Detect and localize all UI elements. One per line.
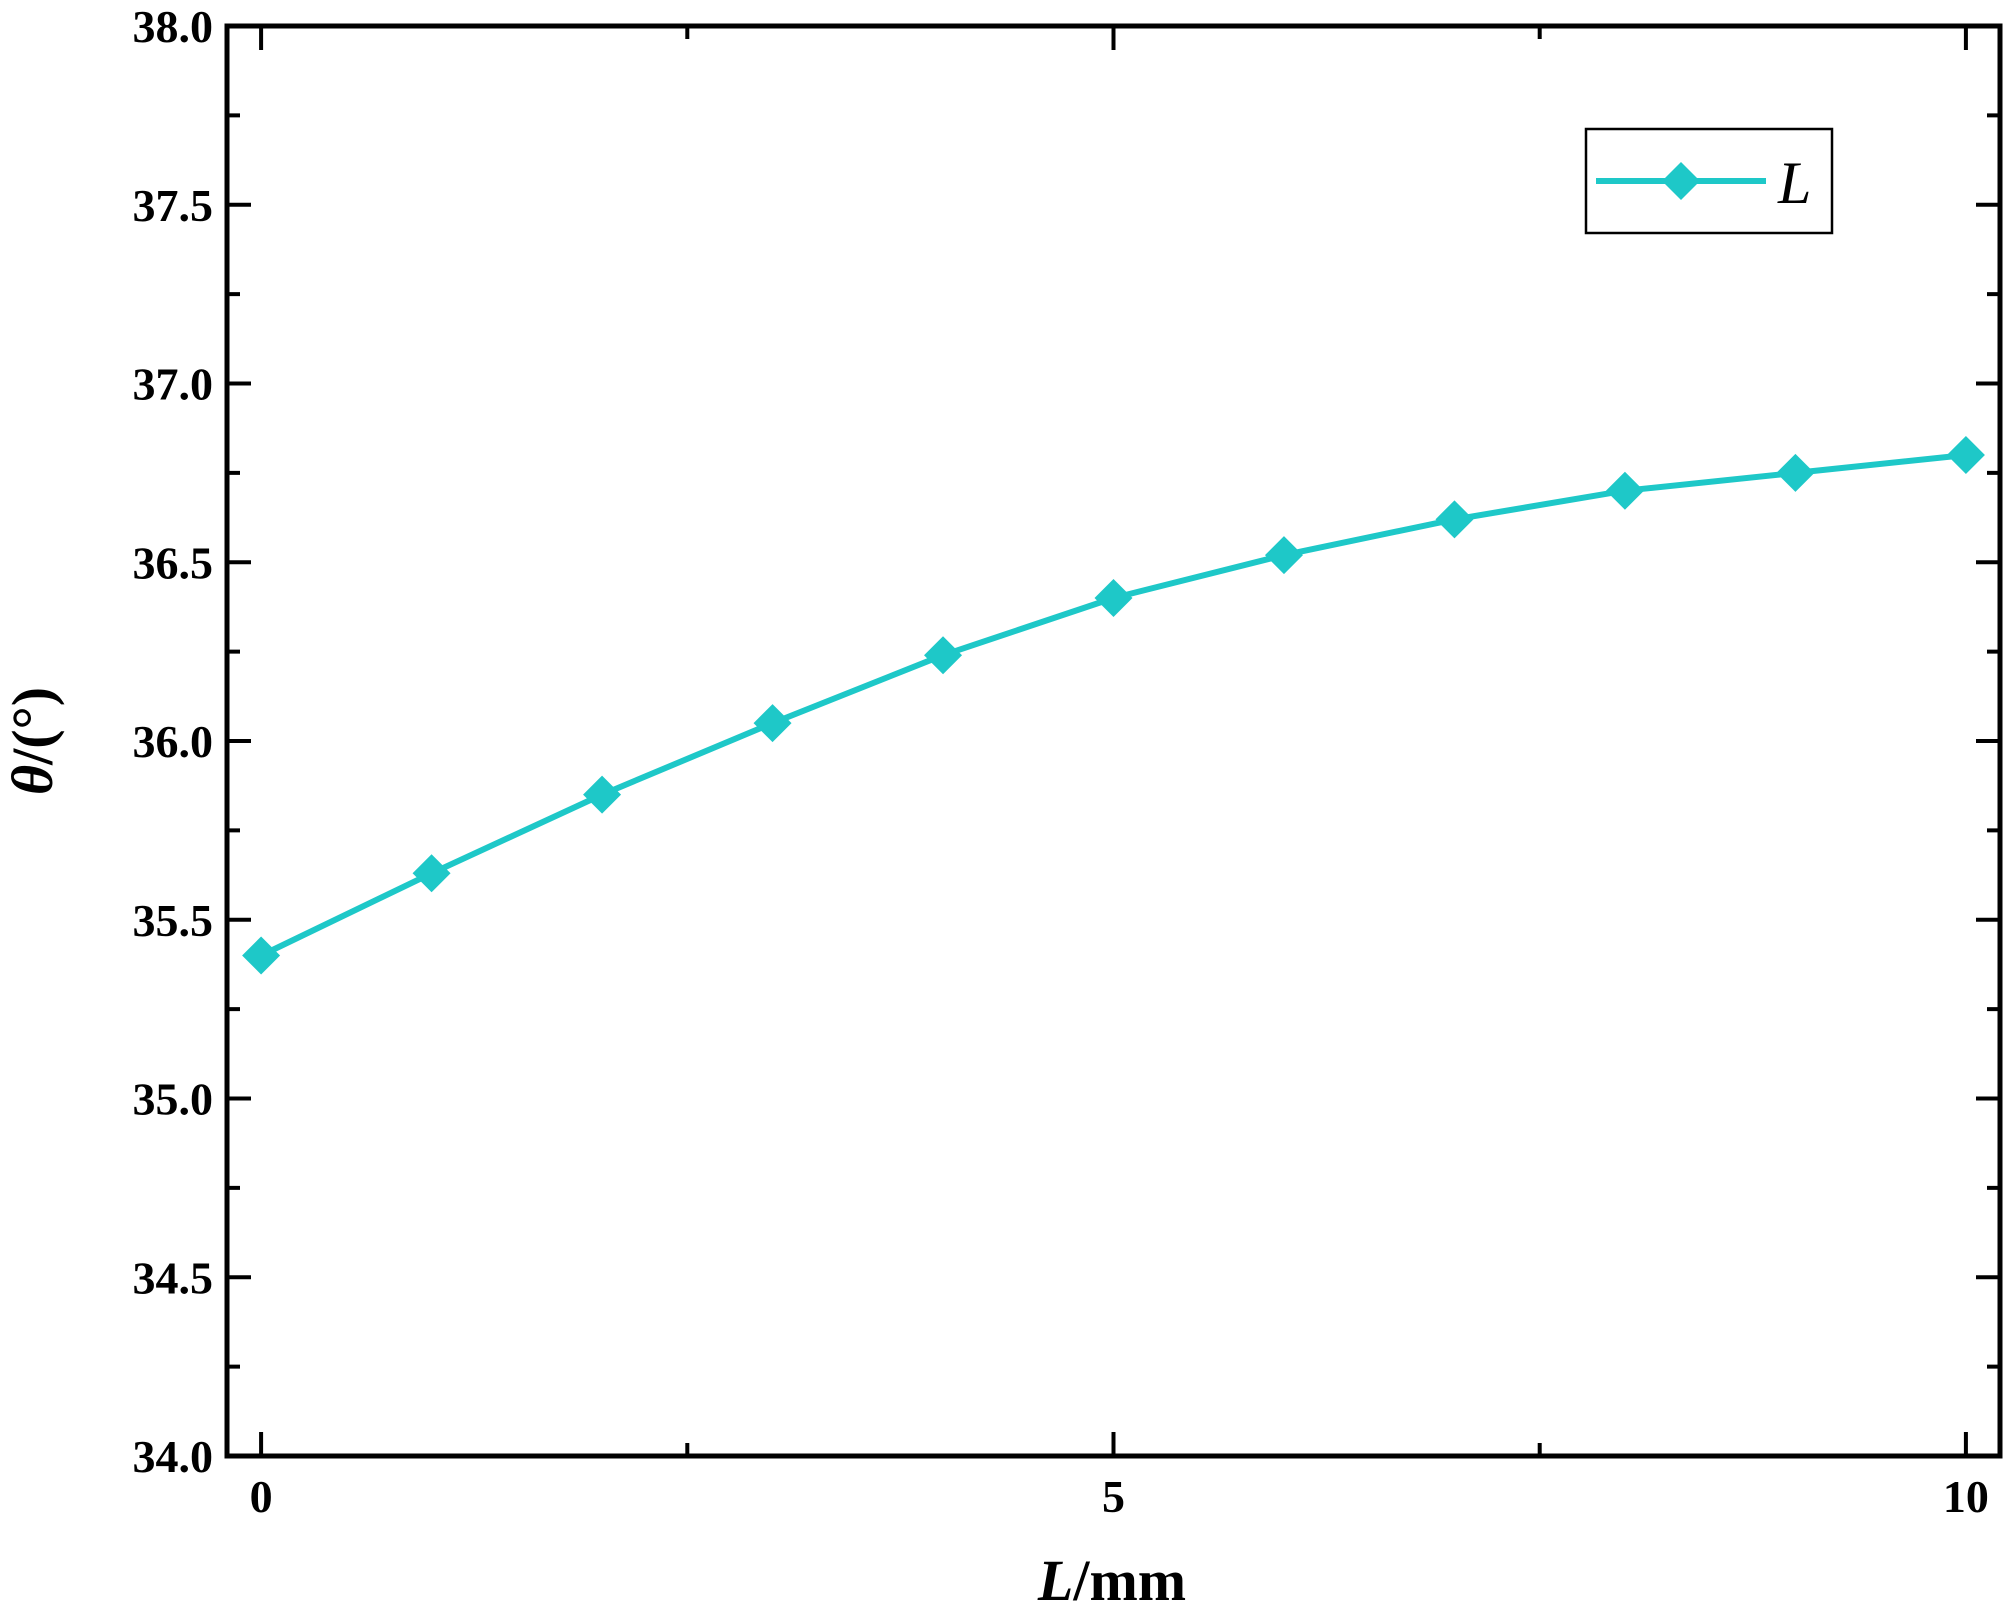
y-tick-label: 38.0 (133, 1, 214, 52)
data-point (412, 854, 451, 893)
x-tick-label: 5 (1102, 1471, 1125, 1522)
y-tick-label: 36.5 (133, 537, 214, 588)
data-point (1776, 453, 1815, 492)
data-point (1264, 536, 1303, 575)
data-point (1094, 579, 1133, 617)
data-point (1605, 471, 1644, 510)
data-point (1435, 500, 1474, 539)
data-point (583, 775, 622, 814)
x-axis-title-italic: L (1037, 1548, 1073, 1604)
y-axis-title-italic: θ (0, 765, 65, 795)
y-axis-title: θ/(°) (0, 687, 65, 795)
data-point (1946, 436, 1985, 474)
y-tick-labels: 34.0 34.5 35.0 35.5 36.0 36.5 37.0 37.5 38.0 (133, 1, 214, 1482)
axis-ticks (227, 24, 2000, 1458)
x-tick-label: 0 (250, 1471, 273, 1522)
y-tick-label: 34.5 (133, 1252, 214, 1303)
x-axis-title: L/mm (1037, 1548, 1186, 1604)
y-tick-label: 34.0 (133, 1431, 214, 1482)
x-tick-label: 10 (1943, 1471, 1989, 1522)
x-axis-title-unit: /mm (1072, 1548, 1186, 1604)
y-tick-label: 35.5 (133, 895, 214, 946)
y-tick-label: 35.0 (133, 1074, 214, 1125)
legend-label: L (1777, 150, 1811, 216)
series-group (242, 436, 1985, 975)
series-line (259, 452, 1967, 959)
plot-frame (224, 23, 2003, 1459)
y-tick-label: 37.0 (133, 359, 214, 410)
legend: L (1584, 127, 1834, 235)
y-tick-label: 37.5 (133, 180, 214, 231)
y-tick-label: 36.0 (133, 716, 214, 767)
y-axis-title-unit: /(°) (0, 687, 65, 766)
data-point (242, 936, 281, 975)
data-point (924, 636, 963, 675)
x-tick-labels: 0 5 10 (250, 1471, 1989, 1522)
legend-marker (1662, 162, 1700, 200)
data-point (753, 704, 792, 743)
